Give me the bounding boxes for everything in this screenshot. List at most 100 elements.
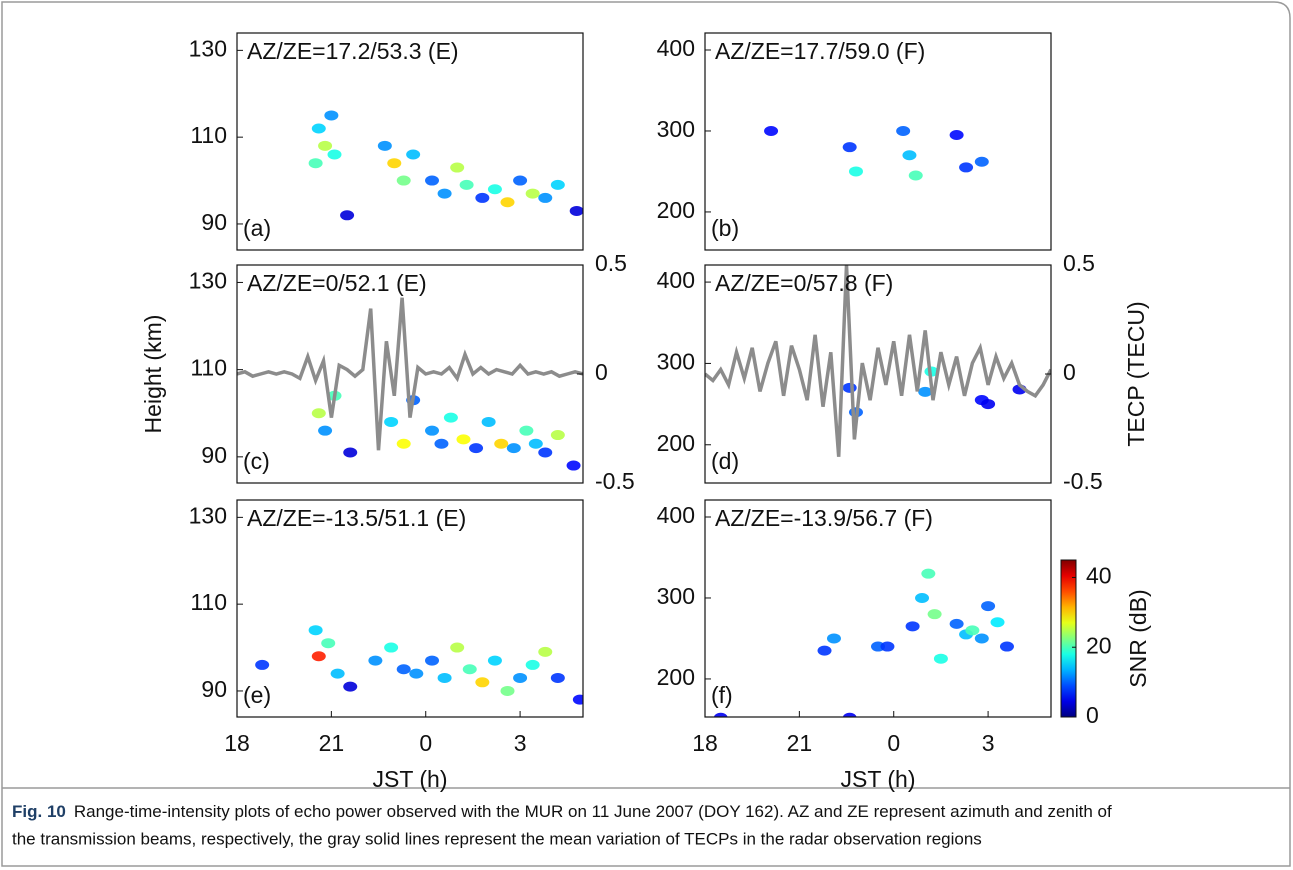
echo [713, 712, 728, 717]
echo [933, 653, 948, 664]
echo [990, 617, 1005, 628]
echo [311, 123, 326, 134]
y2-tick-label: 0 [1063, 359, 1076, 385]
panel-label: (f) [711, 682, 733, 708]
y-tick-label: 300 [657, 349, 695, 375]
echo [327, 149, 342, 160]
y-tick-label: 400 [657, 35, 695, 61]
echo [817, 645, 832, 656]
echo [513, 672, 528, 683]
echo [308, 158, 323, 169]
plot-frame [704, 264, 1052, 484]
y-tick-label: 90 [201, 209, 227, 235]
caption-label: Fig. 10 [12, 802, 66, 821]
y2-tick-label: 0.5 [1063, 250, 1095, 276]
colorbar-tick-label: 40 [1086, 563, 1112, 589]
plot-frame [236, 499, 584, 718]
tecp-line [705, 265, 1051, 457]
echo [918, 386, 933, 397]
echo [506, 443, 521, 454]
echo [538, 646, 553, 657]
echo [981, 399, 996, 410]
echo [842, 142, 857, 153]
echo [949, 130, 964, 141]
panel-annotation: AZ/ZE=-13.5/51.1 (E) [247, 505, 466, 531]
y2-axis-label: TECP (TECU) [1123, 301, 1149, 446]
panel-label: (e) [243, 682, 271, 708]
y-tick-label: 400 [657, 502, 695, 528]
echo [848, 166, 863, 177]
plot-area [237, 297, 583, 471]
echo [908, 170, 923, 181]
echo [974, 156, 989, 167]
echo [500, 197, 515, 208]
echo [318, 425, 333, 436]
echo [396, 664, 411, 675]
echo [318, 140, 333, 151]
colorbar-tick-label: 20 [1086, 632, 1112, 658]
plot-area [308, 110, 583, 221]
x-tick-label: 0 [419, 730, 432, 756]
echo [308, 625, 323, 636]
y-tick-label: 130 [189, 502, 227, 528]
echo [538, 192, 553, 203]
echo [949, 618, 964, 629]
y-tick-label: 110 [190, 122, 227, 148]
y-tick-label: 300 [657, 583, 695, 609]
echo [959, 162, 974, 173]
x-axis-label: JST (h) [373, 766, 448, 792]
echo [456, 434, 471, 445]
y-tick-label: 90 [201, 676, 227, 702]
panel-label: (c) [243, 448, 270, 474]
echo [915, 592, 930, 603]
panel-annotation: AZ/ZE=17.7/59.0 (F) [715, 38, 925, 64]
echo [377, 140, 392, 151]
colorbar-label: SNR (dB) [1125, 589, 1151, 687]
x-tick-label: 21 [319, 730, 345, 756]
plot-frame [236, 32, 584, 251]
echo [880, 641, 895, 652]
echo [525, 188, 540, 199]
echo [550, 430, 565, 441]
y-tick-label: 300 [657, 116, 695, 142]
echo [519, 425, 534, 436]
echo [487, 655, 502, 666]
echo [425, 175, 440, 186]
echo [384, 416, 399, 427]
echo [437, 672, 452, 683]
echo [842, 712, 857, 717]
echo [324, 110, 339, 121]
echo [255, 659, 270, 670]
y-tick-label: 130 [189, 35, 227, 61]
echo [311, 651, 326, 662]
echo [566, 460, 581, 471]
echo [572, 694, 583, 705]
echo [425, 655, 440, 666]
panel-annotation: AZ/ZE=0/57.8 (F) [715, 270, 893, 296]
echo [525, 659, 540, 670]
y-tick-label: 200 [657, 197, 695, 223]
panel-label: (d) [711, 448, 739, 474]
echo [902, 150, 917, 161]
echo [368, 655, 383, 666]
echo [462, 664, 477, 675]
panel-label: (b) [711, 215, 739, 241]
y-axis-label: Height (km) [140, 315, 166, 434]
echo [321, 638, 336, 649]
echo [343, 447, 358, 458]
echo [550, 179, 565, 190]
x-tick-label: 0 [887, 730, 900, 756]
echo [481, 416, 496, 427]
echo [396, 438, 411, 449]
echo [475, 192, 490, 203]
echo [826, 633, 841, 644]
echo [528, 438, 543, 449]
echo [409, 668, 424, 679]
echo [425, 425, 440, 436]
y2-tick-label: 0 [595, 359, 608, 385]
echo [450, 162, 465, 173]
echo [569, 205, 583, 216]
y2-tick-label: -0.5 [595, 468, 635, 494]
y-tick-label: 110 [190, 589, 227, 615]
plot-area [255, 625, 583, 705]
